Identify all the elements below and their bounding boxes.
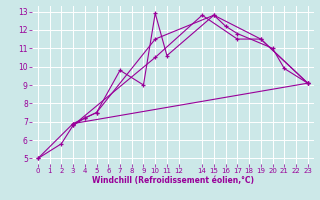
X-axis label: Windchill (Refroidissement éolien,°C): Windchill (Refroidissement éolien,°C) <box>92 176 254 185</box>
